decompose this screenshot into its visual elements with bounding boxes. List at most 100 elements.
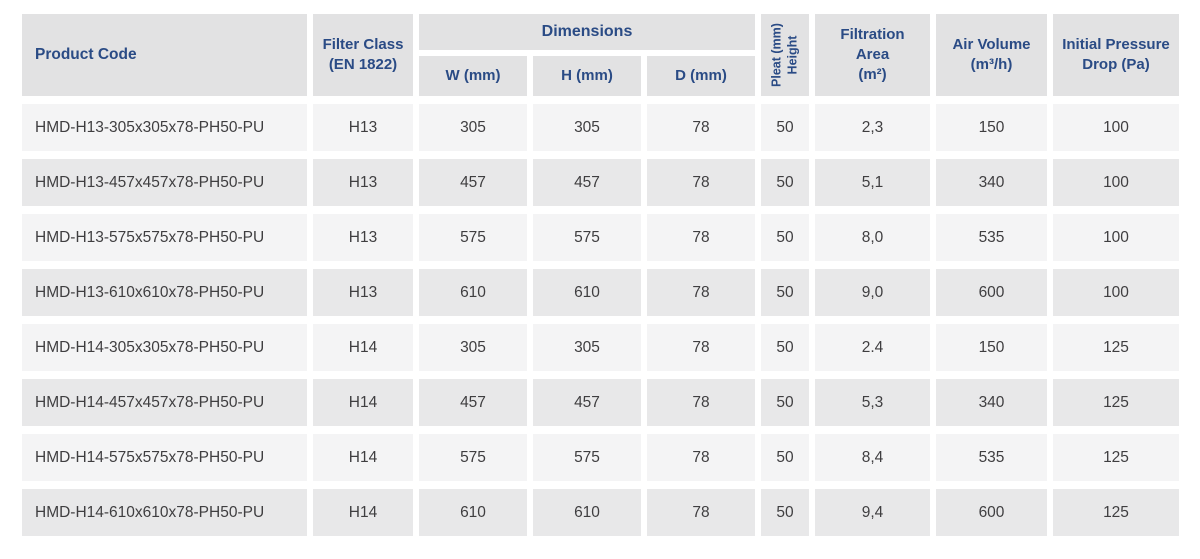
cell-initial-pressure-drop: 100 [1053, 214, 1179, 261]
header-air-volume: Air Volume (m³/h) [936, 14, 1047, 96]
cell-width-mm: 575 [419, 214, 527, 261]
cell-product-code: HMD-H14-575x575x78-PH50-PU [22, 434, 307, 481]
cell-pleat-height-mm: 50 [761, 324, 809, 371]
cell-filter-class: H14 [313, 434, 413, 481]
cell-product-code: HMD-H14-457x457x78-PH50-PU [22, 379, 307, 426]
cell-filtration-area: 2,3 [815, 104, 930, 151]
table-row: HMD-H14-575x575x78-PH50-PU H14 575 575 7… [22, 434, 1179, 481]
cell-filtration-area: 8,4 [815, 434, 930, 481]
cell-filtration-area: 5,3 [815, 379, 930, 426]
cell-product-code: HMD-H13-457x457x78-PH50-PU [22, 159, 307, 206]
header-pleat-height: Pleat (mm) Height [761, 14, 809, 96]
cell-height-mm: 610 [533, 269, 641, 316]
header-pleat-height-rotated-text: Pleat (mm) Height [769, 13, 800, 97]
header-pleat-line2: Height [785, 35, 799, 75]
cell-width-mm: 305 [419, 324, 527, 371]
cell-air-volume: 340 [936, 379, 1047, 426]
header-filtration-area: Filtration Area (m²) [815, 14, 930, 96]
cell-pleat-height-mm: 50 [761, 269, 809, 316]
cell-filter-class: H14 [313, 379, 413, 426]
cell-depth-mm: 78 [647, 214, 755, 261]
cell-air-volume: 535 [936, 434, 1047, 481]
cell-initial-pressure-drop: 100 [1053, 269, 1179, 316]
header-filtration-area-line3: (m²) [858, 66, 887, 84]
table-header: Product Code Filter Class (EN 1822) Dime… [22, 14, 1179, 96]
cell-height-mm: 305 [533, 324, 641, 371]
cell-air-volume: 600 [936, 269, 1047, 316]
header-pleat-line1: Pleat (mm) [769, 23, 784, 87]
header-depth-mm: D (mm) [647, 56, 755, 96]
header-filtration-area-line1: Filtration [840, 25, 905, 43]
cell-width-mm: 575 [419, 434, 527, 481]
cell-depth-mm: 78 [647, 489, 755, 536]
cell-filter-class: H14 [313, 324, 413, 371]
cell-width-mm: 610 [419, 269, 527, 316]
cell-air-volume: 150 [936, 104, 1047, 151]
cell-filter-class: H13 [313, 159, 413, 206]
table-row: HMD-H14-457x457x78-PH50-PU H14 457 457 7… [22, 379, 1179, 426]
cell-filter-class: H13 [313, 104, 413, 151]
table-row: HMD-H14-610x610x78-PH50-PU H14 610 610 7… [22, 489, 1179, 536]
header-dimensions: Dimensions [419, 14, 755, 50]
cell-depth-mm: 78 [647, 379, 755, 426]
header-filtration-area-line2: Area [855, 45, 890, 63]
table-row: HMD-H13-457x457x78-PH50-PU H13 457 457 7… [22, 159, 1179, 206]
cell-filter-class: H13 [313, 214, 413, 261]
header-height-mm: H (mm) [533, 56, 641, 96]
cell-filter-class: H13 [313, 269, 413, 316]
header-filter-class: Filter Class (EN 1822) [313, 14, 413, 96]
cell-height-mm: 575 [533, 214, 641, 261]
cell-product-code: HMD-H13-610x610x78-PH50-PU [22, 269, 307, 316]
cell-product-code: HMD-H14-610x610x78-PH50-PU [22, 489, 307, 536]
header-initial-pressure-line2: Drop (Pa) [1082, 56, 1150, 73]
cell-depth-mm: 78 [647, 434, 755, 481]
cell-product-code: HMD-H13-305x305x78-PH50-PU [22, 104, 307, 151]
cell-filtration-area: 9,0 [815, 269, 930, 316]
cell-depth-mm: 78 [647, 104, 755, 151]
table-row: HMD-H13-305x305x78-PH50-PU H13 305 305 7… [22, 104, 1179, 151]
cell-width-mm: 305 [419, 104, 527, 151]
cell-pleat-height-mm: 50 [761, 434, 809, 481]
table-row: HMD-H13-575x575x78-PH50-PU H13 575 575 7… [22, 214, 1179, 261]
table-row: HMD-H13-610x610x78-PH50-PU H13 610 610 7… [22, 269, 1179, 316]
cell-height-mm: 575 [533, 434, 641, 481]
cell-filter-class: H14 [313, 489, 413, 536]
cell-pleat-height-mm: 50 [761, 379, 809, 426]
header-width-mm: W (mm) [419, 56, 527, 96]
cell-air-volume: 600 [936, 489, 1047, 536]
cell-initial-pressure-drop: 125 [1053, 324, 1179, 371]
cell-filtration-area: 9,4 [815, 489, 930, 536]
header-air-volume-line1: Air Volume [952, 35, 1031, 53]
cell-width-mm: 610 [419, 489, 527, 536]
header-product-code: Product Code [22, 14, 307, 96]
cell-width-mm: 457 [419, 379, 527, 426]
header-filter-class-line2: (EN 1822) [328, 56, 398, 73]
cell-initial-pressure-drop: 125 [1053, 379, 1179, 426]
cell-initial-pressure-drop: 125 [1053, 489, 1179, 536]
cell-height-mm: 610 [533, 489, 641, 536]
cell-initial-pressure-drop: 100 [1053, 159, 1179, 206]
table-row: HMD-H14-305x305x78-PH50-PU H14 305 305 7… [22, 324, 1179, 371]
cell-product-code: HMD-H14-305x305x78-PH50-PU [22, 324, 307, 371]
cell-depth-mm: 78 [647, 324, 755, 371]
cell-height-mm: 457 [533, 379, 641, 426]
cell-initial-pressure-drop: 125 [1053, 434, 1179, 481]
cell-filtration-area: 8,0 [815, 214, 930, 261]
header-initial-pressure-line1: Initial Pressure [1062, 35, 1170, 53]
header-air-volume-line2: (m³/h) [970, 56, 1013, 73]
cell-product-code: HMD-H13-575x575x78-PH50-PU [22, 214, 307, 261]
cell-filtration-area: 5,1 [815, 159, 930, 206]
cell-depth-mm: 78 [647, 269, 755, 316]
cell-air-volume: 535 [936, 214, 1047, 261]
header-filter-class-line1: Filter Class [322, 35, 404, 53]
cell-height-mm: 305 [533, 104, 641, 151]
header-initial-pressure-drop: Initial Pressure Drop (Pa) [1053, 14, 1179, 96]
cell-depth-mm: 78 [647, 159, 755, 206]
cell-pleat-height-mm: 50 [761, 104, 809, 151]
cell-pleat-height-mm: 50 [761, 214, 809, 261]
cell-initial-pressure-drop: 100 [1053, 104, 1179, 151]
cell-height-mm: 457 [533, 159, 641, 206]
cell-filtration-area: 2.4 [815, 324, 930, 371]
cell-width-mm: 457 [419, 159, 527, 206]
